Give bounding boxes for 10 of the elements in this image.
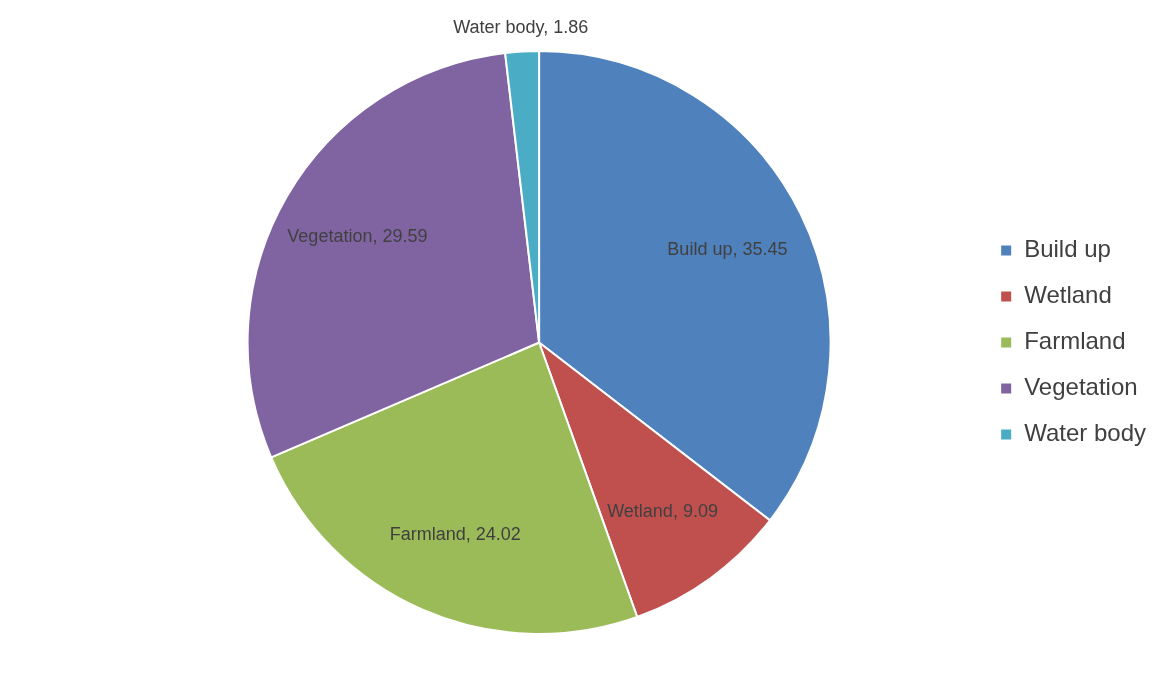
legend-label: Farmland [1024, 327, 1126, 355]
legend-label: Build up [1024, 235, 1111, 263]
data-label: Wetland, 9.09 [607, 501, 718, 522]
legend-label: Water body [1024, 419, 1146, 447]
legend-label: Vegetation [1024, 373, 1138, 401]
data-label: Build up, 35.45 [667, 238, 788, 259]
legend-label: Wetland [1024, 281, 1112, 309]
data-label: Vegetation, 29.59 [287, 226, 428, 247]
data-label: Water body, 1.86 [453, 16, 589, 37]
data-label: Farmland, 24.02 [389, 523, 521, 544]
